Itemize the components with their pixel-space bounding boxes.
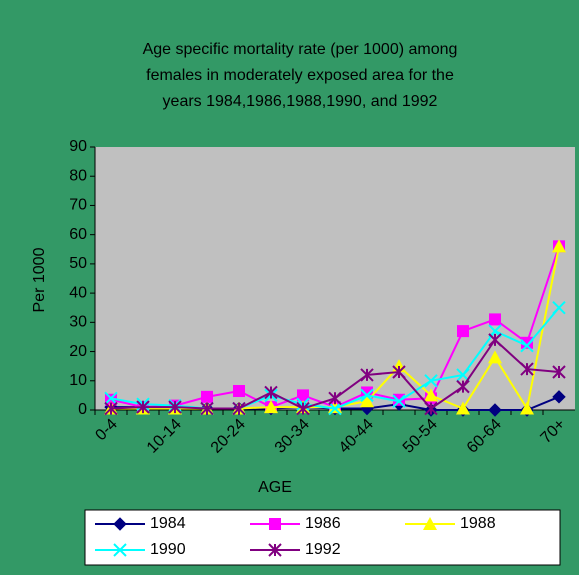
marker [552, 390, 566, 404]
marker [456, 368, 470, 382]
legend-box [84, 509, 561, 566]
y-tick-label: 30 [69, 314, 87, 331]
marker [456, 401, 470, 415]
y-tick-label: 50 [69, 255, 87, 272]
marker [297, 389, 309, 402]
y-tick-label: 0 [78, 401, 87, 418]
y-tick-label: 60 [69, 226, 87, 243]
plot-area [95, 147, 575, 410]
marker [424, 388, 438, 402]
marker [105, 393, 117, 406]
marker [113, 517, 127, 531]
marker [104, 401, 118, 416]
marker [296, 401, 310, 416]
legend-label: 1986 [305, 515, 341, 532]
marker [423, 517, 437, 530]
legend-label: 1990 [150, 541, 186, 558]
legend-label: 1984 [150, 515, 186, 532]
marker [488, 333, 502, 347]
marker [328, 391, 342, 406]
marker [104, 391, 118, 406]
y-tick-label: 70 [69, 197, 87, 214]
legend-label: 1992 [305, 541, 341, 558]
marker [264, 400, 278, 414]
marker [489, 313, 501, 326]
marker [136, 400, 150, 414]
marker [552, 239, 566, 253]
marker [168, 400, 182, 414]
marker [488, 350, 502, 364]
marker [393, 393, 405, 406]
marker [488, 403, 502, 417]
marker [456, 379, 470, 394]
y-axis-label: Per 1000 [31, 247, 48, 312]
marker [552, 365, 566, 379]
marker [232, 401, 246, 416]
marker [328, 400, 342, 414]
y-tick-label: 90 [69, 138, 87, 155]
y-tick-label: 20 [69, 343, 87, 360]
x-axis-label: AGE [258, 479, 292, 496]
marker [264, 385, 278, 400]
marker [360, 368, 374, 382]
marker [269, 518, 281, 530]
marker [520, 339, 534, 353]
y-tick-label: 10 [69, 372, 87, 389]
marker [457, 325, 469, 338]
marker [520, 401, 534, 415]
marker [392, 394, 406, 408]
marker [233, 385, 245, 398]
marker [328, 401, 342, 416]
legend-label: 1988 [460, 515, 496, 532]
marker [113, 543, 127, 557]
chart-title: females in moderately exposed area for t… [146, 67, 454, 84]
marker [392, 365, 406, 379]
y-tick-label: 40 [69, 284, 87, 301]
y-tick-label: 80 [69, 167, 87, 184]
marker [360, 388, 374, 403]
marker [552, 301, 566, 315]
marker [201, 390, 213, 403]
chart-title: Age specific mortality rate (per 1000) a… [143, 41, 458, 58]
marker [520, 362, 534, 376]
marker [424, 374, 438, 388]
marker [521, 336, 533, 349]
marker [360, 394, 374, 408]
marker [200, 401, 214, 416]
marker [424, 401, 438, 416]
chart-title: years 1984,1986,1988,1990, and 1992 [163, 93, 438, 110]
marker [268, 543, 282, 557]
